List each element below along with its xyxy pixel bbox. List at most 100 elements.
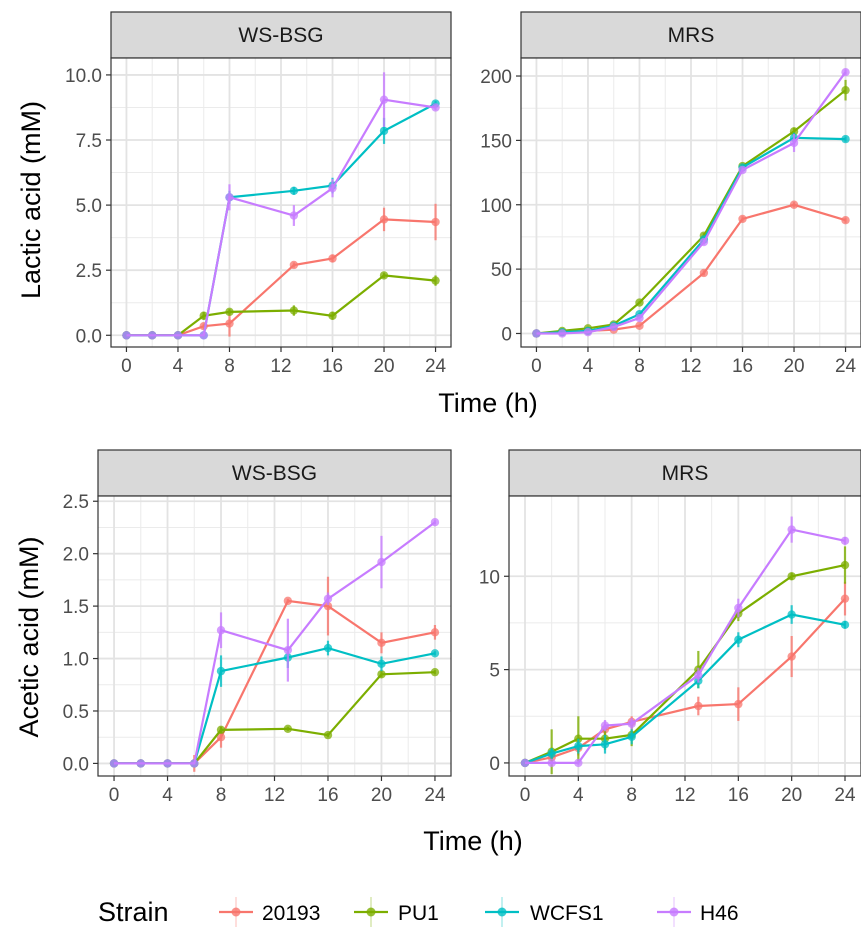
data-point xyxy=(199,331,208,340)
data-point xyxy=(190,759,199,768)
legend-label: H46 xyxy=(700,902,739,925)
data-point xyxy=(122,331,131,340)
data-point xyxy=(840,536,850,545)
legend-title: Strain xyxy=(98,897,169,927)
data-point xyxy=(323,730,333,740)
data-point xyxy=(558,329,567,338)
series-H46 xyxy=(520,516,850,768)
x-tick-label: 8 xyxy=(626,785,637,806)
data-point xyxy=(635,298,644,307)
data-point xyxy=(136,759,145,768)
y-tick-label: 150 xyxy=(480,131,512,152)
y-tick-label: 0.5 xyxy=(63,702,89,723)
data-point xyxy=(173,331,183,340)
legend-label: PU1 xyxy=(398,902,439,925)
data-point xyxy=(699,268,709,278)
data-point xyxy=(787,525,796,534)
data-point xyxy=(283,645,293,655)
data-point xyxy=(148,331,157,340)
x-tick-label: 20 xyxy=(781,785,802,806)
x-tick-label: 8 xyxy=(224,356,235,377)
data-point xyxy=(574,758,583,768)
x-tick-label: 0 xyxy=(109,785,120,806)
data-point xyxy=(283,596,293,606)
y-tick-label: 5 xyxy=(489,661,500,682)
series-H46 xyxy=(122,72,440,340)
legend-label: WCFS1 xyxy=(530,902,604,925)
data-point xyxy=(840,560,850,570)
y-tick-label: 2.0 xyxy=(63,545,89,566)
x-axis-title-bottom: Time (h) xyxy=(423,826,523,856)
y-tick-label: 200 xyxy=(480,67,512,88)
y-tick-label: 0.0 xyxy=(76,326,102,347)
panel-1: WS-BSG 0 4 8 12 16 20 24 0.0 2.5 5.0 7.5 10.0 xyxy=(65,11,452,377)
data-point xyxy=(328,183,337,193)
data-point xyxy=(377,670,386,679)
x-tick-label: 16 xyxy=(317,785,338,806)
data-point xyxy=(841,216,850,225)
data-point xyxy=(289,211,299,220)
data-point xyxy=(789,127,799,136)
data-point xyxy=(323,594,333,603)
x-tick-label: 12 xyxy=(264,785,285,806)
data-point xyxy=(547,758,556,768)
data-point xyxy=(431,103,440,112)
strip-label: WS-BSG xyxy=(232,462,317,485)
strip-box xyxy=(97,449,452,497)
x-tick-label: 12 xyxy=(270,356,291,377)
legend: Strain 20193 PU1 WCFS1 H46 xyxy=(98,897,739,927)
data-point xyxy=(377,659,386,668)
y-axis-title-lactic: Lactic acid (mM) xyxy=(16,101,46,299)
data-point xyxy=(379,215,389,224)
data-point xyxy=(841,85,850,95)
data-point xyxy=(216,725,226,735)
panel-4: MRS 0 4 8 12 16 20 24 0 5 10 xyxy=(479,449,861,806)
data-point xyxy=(734,635,743,644)
data-point xyxy=(328,311,337,320)
data-point xyxy=(694,671,703,680)
x-tick-label: 24 xyxy=(425,356,447,377)
y-tick-label: 0.0 xyxy=(63,754,89,775)
x-tick-label: 4 xyxy=(162,785,173,806)
data-point xyxy=(532,329,541,338)
data-point xyxy=(789,138,799,148)
panel-3: WS-BSG 0 4 8 12 16 20 24 0.0 0.5 1.0 1.5 2.0 2.5 xyxy=(63,449,452,806)
x-tick-label: 8 xyxy=(634,356,645,377)
x-tick-label: 8 xyxy=(216,785,227,806)
y-tick-label: 2.5 xyxy=(76,261,102,282)
data-point xyxy=(323,601,333,611)
y-tick-label: 0 xyxy=(501,324,512,345)
x-tick-label: 24 xyxy=(834,785,856,806)
data-point xyxy=(283,724,293,734)
x-tick-label: 4 xyxy=(573,785,584,806)
legend-key-point xyxy=(231,907,241,917)
x-tick-label: 24 xyxy=(424,785,446,806)
data-point xyxy=(627,732,636,741)
data-point xyxy=(787,652,796,661)
x-tick-label: 24 xyxy=(835,356,857,377)
data-point xyxy=(635,313,644,323)
data-point xyxy=(583,327,593,337)
data-point xyxy=(379,271,389,280)
data-point xyxy=(787,610,796,619)
data-point xyxy=(377,557,386,567)
data-point xyxy=(787,572,796,581)
data-point xyxy=(289,260,299,270)
data-point xyxy=(600,740,610,749)
data-point xyxy=(216,626,226,635)
data-point xyxy=(734,699,743,709)
y-tick-label: 1.5 xyxy=(63,597,89,618)
data-point xyxy=(699,237,709,247)
data-point xyxy=(431,276,440,285)
x-tick-label: 0 xyxy=(121,356,132,377)
data-point xyxy=(840,594,850,603)
data-point xyxy=(289,186,299,195)
data-point xyxy=(600,721,610,730)
data-point xyxy=(635,321,644,330)
y-tick-label: 1.0 xyxy=(63,650,89,671)
data-point xyxy=(289,306,299,315)
data-point xyxy=(430,667,440,677)
data-point xyxy=(734,603,743,613)
x-tick-label: 4 xyxy=(583,356,594,377)
